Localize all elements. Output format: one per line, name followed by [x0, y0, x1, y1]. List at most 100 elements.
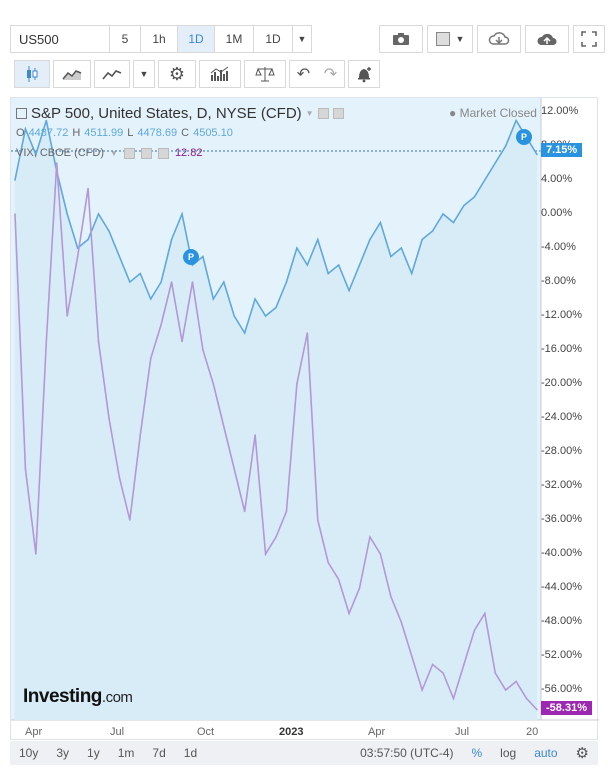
gear-icon[interactable]: ⚙ [575, 745, 589, 762]
vix-point [223, 425, 225, 428]
close-icon[interactable] [157, 147, 169, 159]
y-tick: -40.00% [541, 547, 582, 559]
spx-point [233, 315, 236, 317]
interval-5[interactable]: 5 [109, 25, 141, 53]
line-chart-button[interactable] [94, 60, 130, 88]
range-10y[interactable]: 10y [19, 746, 39, 760]
chart-canvas [11, 98, 599, 721]
x-tick: 2023 [279, 726, 304, 738]
spx-point [160, 281, 162, 283]
vix-point [358, 587, 361, 589]
main-legend: S&P 500, United States, D, NYSE (CFD) ▼ [16, 105, 344, 122]
y-tick: -4.00% [541, 241, 576, 253]
settings-button[interactable]: ⚙ [158, 60, 196, 88]
x-tick: Jul [110, 726, 125, 738]
vix-point [254, 434, 256, 436]
open-value: 4487.72 [28, 127, 69, 139]
spx-point [515, 119, 517, 122]
snapshot-button[interactable] [379, 25, 423, 53]
symbol-input[interactable]: US500 [10, 25, 110, 53]
vix-point [24, 468, 27, 470]
redo-icon[interactable]: ↷ [323, 66, 338, 83]
spx-point [129, 281, 131, 283]
percent-toggle[interactable]: % [471, 746, 483, 760]
event-marker[interactable]: P [183, 249, 199, 265]
vix-point [97, 340, 100, 343]
range-1y[interactable]: 1y [87, 746, 100, 760]
area-chart-button[interactable] [53, 60, 91, 88]
interval-1d[interactable]: 1D [177, 25, 215, 53]
chart-style-button[interactable]: ▼ [427, 25, 473, 53]
vix-point [348, 612, 350, 615]
cloud-download-button[interactable] [477, 25, 521, 53]
gear-icon[interactable] [332, 108, 344, 119]
event-marker[interactable]: P [516, 129, 532, 145]
interval-1m[interactable]: 1M [214, 25, 254, 53]
auto-toggle[interactable]: auto [534, 746, 558, 760]
chevron-down-icon[interactable]: ▼ [305, 109, 314, 118]
alert-button[interactable] [348, 60, 380, 88]
eye-icon[interactable] [317, 108, 329, 119]
range-1m[interactable]: 1m [117, 746, 135, 760]
vix-point [316, 519, 319, 521]
vix-point [421, 689, 423, 691]
candlestick-icon [27, 66, 38, 82]
spx-point [181, 213, 183, 215]
vix-point [473, 629, 476, 632]
spx-point [149, 298, 152, 300]
spx-point [327, 272, 330, 275]
compare-symbol: VIX, CBOE (CFD) [16, 147, 105, 159]
vix-point [55, 162, 58, 164]
indicators-button[interactable] [199, 60, 241, 88]
vix-point [264, 553, 267, 555]
range-1d[interactable]: 1d [183, 746, 198, 760]
vix-point [452, 697, 455, 700]
vix-point [191, 281, 194, 283]
x-tick: Jul [455, 726, 470, 738]
x-tick: Oct [197, 726, 215, 738]
spx-point [202, 255, 204, 258]
chart-type-dropdown[interactable]: ▼ [133, 60, 155, 88]
vix-point [515, 680, 517, 683]
candles-button[interactable] [14, 60, 50, 88]
y-tick: -44.00% [541, 581, 582, 593]
fullscreen-button[interactable] [573, 25, 605, 53]
y-tick: -36.00% [541, 513, 582, 525]
chevron-down-icon: ▼ [455, 34, 465, 44]
y-tick: -16.00% [541, 343, 582, 355]
vix-point [129, 519, 131, 521]
interval-1h[interactable]: 1h [140, 25, 178, 53]
gear-icon[interactable] [140, 147, 152, 159]
chevron-down-icon[interactable]: ▼ [110, 148, 118, 158]
interval-period[interactable]: 1D [253, 25, 293, 53]
vix-point [243, 510, 246, 513]
vix-point [337, 578, 340, 581]
close-value: 4505.10 [193, 127, 233, 139]
interval-dropdown[interactable]: ▼ [292, 25, 312, 53]
vix-point [296, 383, 298, 385]
spx-point [536, 153, 538, 156]
x-tick: Apr [368, 726, 386, 738]
collapse-square-icon[interactable] [16, 108, 27, 119]
y-tick: -28.00% [541, 445, 582, 457]
spx-point [14, 179, 16, 181]
cloud-upload-button[interactable] [525, 25, 569, 53]
compare-button[interactable] [244, 60, 286, 88]
spx-point [463, 204, 465, 207]
eye-icon[interactable] [123, 147, 135, 159]
range-3y[interactable]: 3y [56, 746, 70, 760]
y-tick: -12.00% [541, 309, 582, 321]
chart-panel[interactable]: S&P 500, United States, D, NYSE (CFD) ▼ … [10, 97, 599, 740]
log-toggle[interactable]: log [500, 746, 517, 760]
vix-point [87, 187, 89, 190]
square-icon [435, 32, 450, 46]
vix-point [14, 213, 16, 215]
vix-point [202, 349, 204, 351]
vix-point [139, 434, 142, 436]
compare-legend: VIX, CBOE (CFD) ▼ 12.82 [16, 147, 202, 159]
spx-point [484, 179, 486, 181]
spx-point [87, 238, 89, 241]
compare-value: 12.82 [174, 147, 203, 159]
range-7d[interactable]: 7d [152, 746, 166, 760]
undo-icon[interactable]: ↶ [296, 66, 311, 83]
